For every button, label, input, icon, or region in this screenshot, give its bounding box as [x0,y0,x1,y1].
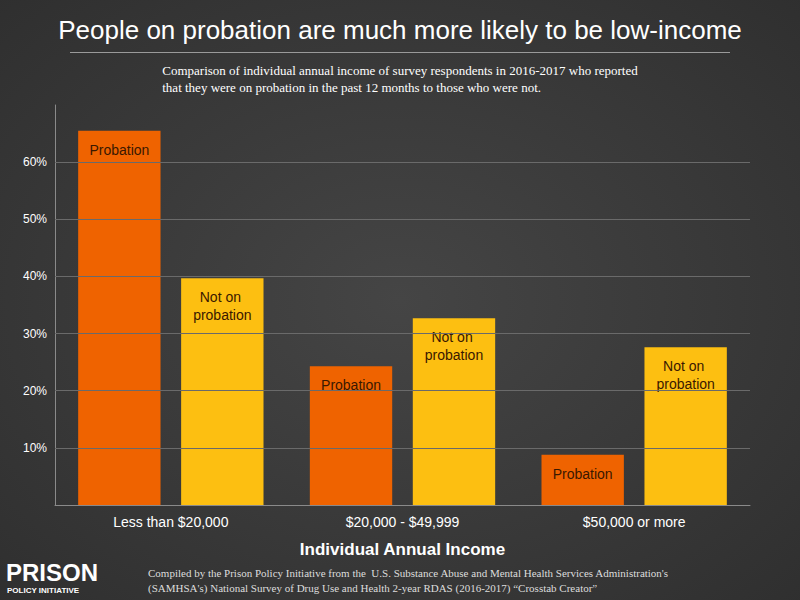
svg-text:10%: 10% [23,441,47,455]
svg-text:30%: 30% [23,327,47,341]
svg-text:60%: 60% [23,155,47,169]
svg-text:Not on: Not on [200,289,245,305]
svg-text:POLICY INITIATIVE: POLICY INITIATIVE [7,586,80,595]
svg-text:Probation: Probation [89,142,149,158]
svg-text:$20,000 - $49,999: $20,000 - $49,999 [346,514,460,530]
svg-text:20%: 20% [23,384,47,398]
svg-text:Less than $20,000: Less than $20,000 [113,514,228,530]
svg-text:Probation: Probation [553,466,613,482]
svg-text:Compiled by the Prison Policy: Compiled by the Prison Policy Initiative… [148,567,668,579]
svg-text:PRISON: PRISON [6,559,98,586]
svg-text:Probation: Probation [321,377,381,394]
svg-text:(SAMHSA's) National Survey of: (SAMHSA's) National Survey of Drug Use a… [148,582,597,595]
svg-text:probation: probation [425,347,483,363]
svg-text:probation: probation [656,376,714,392]
svg-text:that they were on probation in: that they were on probation in the past … [162,80,541,95]
svg-text:$50,000 or more: $50,000 or more [583,514,686,530]
svg-text:40%: 40% [23,269,47,283]
svg-text:50%: 50% [23,212,47,226]
svg-text:Not on: Not on [431,329,476,345]
svg-text:probation: probation [193,307,251,323]
svg-text:Individual Annual Income: Individual Annual Income [300,540,505,559]
svg-text:Not on: Not on [663,358,708,374]
svg-text:Comparison of individual annua: Comparison of individual annual income o… [162,63,638,78]
svg-text:People on probation are much m: People on probation are much more likely… [58,15,742,45]
